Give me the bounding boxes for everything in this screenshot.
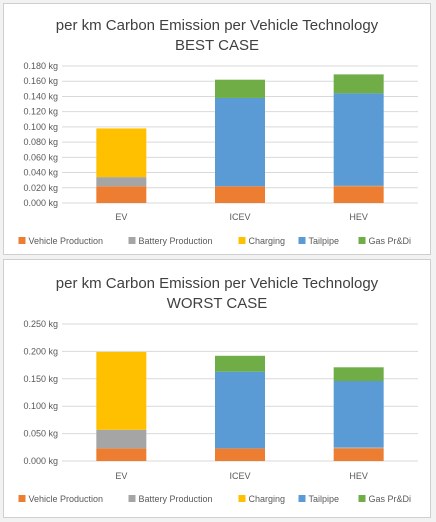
- legend-label-tailpipe: Tailpipe: [309, 236, 340, 246]
- legend-swatch-gas-prdi: [358, 495, 366, 502]
- bar-ev-battery-production: [96, 177, 147, 187]
- y-tick-label: 0.180 kg: [23, 61, 58, 71]
- bar-icev-tailpipe: [215, 97, 265, 187]
- y-tick-label: 0.080 kg: [23, 137, 58, 147]
- legend-swatch-vehicle-production: [18, 237, 26, 244]
- bar-ev-charging: [96, 351, 147, 430]
- chart-subtitle: BEST CASE: [175, 37, 259, 54]
- legend-label-vehicle-production: Vehicle Production: [29, 236, 104, 246]
- bar-icev-vehicle-production: [215, 186, 265, 203]
- legend-swatch-vehicle-production: [18, 495, 26, 502]
- x-category-label: ICEV: [229, 471, 250, 481]
- chart-subtitle: WORST CASE: [167, 295, 268, 312]
- chart-title: per km Carbon Emission per Vehicle Techn…: [56, 17, 379, 34]
- legend-label-charging: Charging: [249, 236, 286, 246]
- x-category-label: HEV: [349, 212, 368, 222]
- y-tick-label: 0.060 kg: [23, 152, 58, 162]
- bar-ev-charging: [96, 128, 147, 178]
- y-tick-label: 0.120 kg: [23, 107, 58, 117]
- chart-panel-worst-case: per km Carbon Emission per Vehicle Techn…: [3, 259, 431, 518]
- bar-ev-vehicle-production: [96, 186, 147, 203]
- legend-swatch-gas-prdi: [358, 237, 366, 244]
- y-tick-label: 0.150 kg: [23, 374, 58, 384]
- y-tick-label: 0.100 kg: [23, 401, 58, 411]
- y-tick-label: 0.050 kg: [23, 429, 58, 439]
- chart-worst-case: per km Carbon Emission per Vehicle Techn…: [18, 275, 418, 504]
- y-tick-label: 0.020 kg: [23, 183, 58, 193]
- bar-hev-vehicle-production: [333, 448, 384, 461]
- legend-label-charging: Charging: [249, 494, 286, 504]
- y-tick-label: 0.040 kg: [23, 168, 58, 178]
- x-category-label: EV: [115, 212, 127, 222]
- legend-swatch-tailpipe: [298, 495, 306, 502]
- y-tick-label: 0.160 kg: [23, 76, 58, 86]
- legend-label-tailpipe: Tailpipe: [309, 494, 340, 504]
- x-category-label: EV: [115, 471, 127, 481]
- bar-hev-battery-production: [333, 447, 384, 449]
- bar-ev-vehicle-production: [96, 448, 147, 461]
- chart-panel-best-case: per km Carbon Emission per Vehicle Techn…: [3, 3, 431, 255]
- legend-label-vehicle-production: Vehicle Production: [29, 494, 104, 504]
- chart-title: per km Carbon Emission per Vehicle Techn…: [56, 275, 379, 292]
- bar-icev-vehicle-production: [215, 448, 265, 461]
- bar-hev-gas-prdi: [333, 367, 384, 381]
- legend-label-battery-production: Battery Production: [139, 494, 213, 504]
- legend-swatch-battery-production: [128, 495, 136, 502]
- bar-hev-tailpipe: [333, 93, 384, 186]
- bar-icev-gas-prdi: [215, 355, 265, 372]
- bar-hev-battery-production: [333, 185, 384, 187]
- legend-swatch-battery-production: [128, 237, 136, 244]
- bar-icev-tailpipe: [215, 371, 265, 449]
- y-tick-label: 0.140 kg: [23, 91, 58, 101]
- bar-icev-gas-prdi: [215, 79, 265, 98]
- y-tick-label: 0.000 kg: [23, 456, 58, 466]
- legend-swatch-tailpipe: [298, 237, 306, 244]
- y-tick-label: 0.200 kg: [23, 346, 58, 356]
- y-tick-label: 0.250 kg: [23, 319, 58, 329]
- x-category-label: ICEV: [229, 212, 250, 222]
- bar-hev-tailpipe: [333, 380, 384, 448]
- bar-hev-gas-prdi: [333, 74, 384, 94]
- bar-hev-vehicle-production: [333, 186, 384, 203]
- chart-best-case: per km Carbon Emission per Vehicle Techn…: [18, 17, 418, 246]
- legend-label-gas-prdi: Gas Pr&Di: [369, 236, 412, 246]
- legend-label-gas-prdi: Gas Pr&Di: [369, 494, 412, 504]
- y-tick-label: 0.100 kg: [23, 122, 58, 132]
- legend-swatch-charging: [238, 495, 246, 502]
- legend-swatch-charging: [238, 237, 246, 244]
- x-category-label: HEV: [349, 471, 368, 481]
- y-tick-label: 0.000 kg: [23, 198, 58, 208]
- bar-ev-battery-production: [96, 429, 147, 449]
- legend-label-battery-production: Battery Production: [139, 236, 213, 246]
